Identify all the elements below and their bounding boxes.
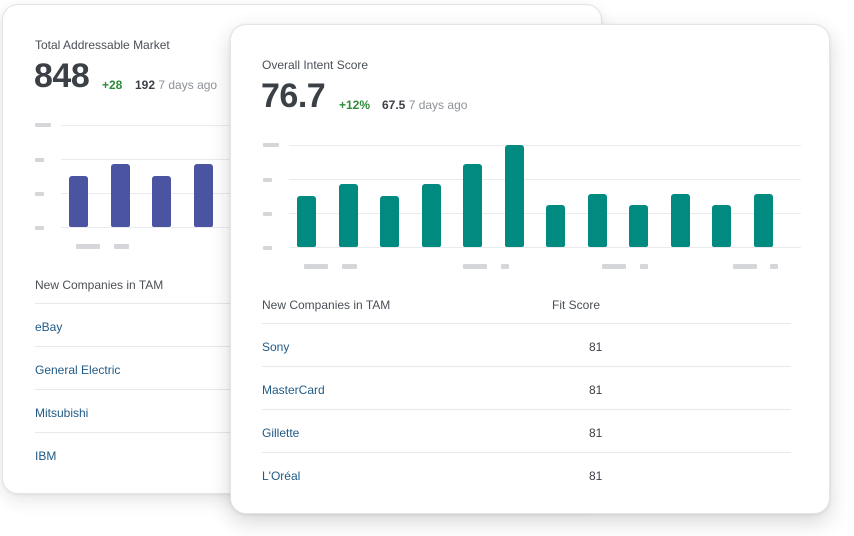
chart-bar (152, 176, 171, 227)
x-tick (602, 264, 626, 269)
table-row: MasterCard 81 (262, 366, 791, 409)
intent-previous-label: 7 days ago (408, 98, 468, 112)
chart-bar (193, 164, 213, 227)
x-tick (463, 264, 487, 269)
company-link[interactable]: IBM (35, 449, 57, 463)
gridline (61, 227, 253, 228)
chart-bar (587, 194, 607, 247)
chart-bar (753, 194, 773, 247)
y-tick (35, 158, 44, 162)
list-item: IBM (35, 432, 275, 475)
chart-bar (110, 164, 130, 227)
y-tick (263, 178, 272, 182)
chart-bar (670, 194, 690, 247)
tam-previous-label: 7 days ago (158, 78, 218, 92)
x-tick (114, 244, 129, 249)
intent-card-title: Overall Intent Score (262, 58, 369, 72)
gridline (289, 179, 801, 180)
fit-score-value: 81 (589, 426, 603, 440)
chart-bar (338, 184, 358, 247)
tam-bar-chart (33, 123, 253, 253)
tam-value: 848 (34, 57, 90, 95)
y-tick (35, 192, 44, 196)
tam-delta: +28 (102, 78, 123, 92)
x-tick (76, 244, 100, 249)
x-tick (733, 264, 757, 269)
gridline (61, 159, 253, 160)
gridline (289, 213, 801, 214)
chart-bar (69, 176, 88, 227)
fit-score-value: 81 (589, 340, 603, 354)
chart-bar (712, 205, 731, 247)
intent-previous-value: 67.5 (382, 98, 406, 112)
gridline (61, 125, 253, 126)
fit-score-value: 81 (589, 383, 603, 397)
intent-card: Overall Intent Score 76.7 +12% 67.5 7 da… (230, 24, 830, 514)
intent-value: 76.7 (261, 77, 326, 115)
x-tick (342, 264, 357, 269)
y-tick (263, 246, 272, 250)
y-tick (263, 212, 272, 216)
table-row: L'Oréal 81 (262, 452, 791, 495)
intent-list-header: New Companies in TAM (262, 298, 391, 312)
table-row: Gillette 81 (262, 409, 791, 452)
intent-bars (297, 145, 797, 247)
tam-card-title: Total Addressable Market (35, 38, 170, 52)
list-item: eBay (35, 303, 275, 346)
chart-bar (380, 196, 399, 247)
fit-score-header: Fit Score (552, 298, 601, 312)
list-item: General Electric (35, 346, 275, 389)
x-tick (304, 264, 328, 269)
company-link[interactable]: General Electric (35, 363, 121, 377)
table-row: Sony 81 (262, 323, 791, 366)
gridline (289, 247, 801, 248)
gridline (289, 145, 801, 146)
intent-previous: 67.5 7 days ago (382, 98, 467, 112)
tam-previous: 192 7 days ago (135, 78, 217, 92)
tam-bars (69, 125, 249, 227)
chart-bar (629, 205, 648, 247)
y-tick (35, 226, 44, 230)
chart-bar (463, 164, 482, 247)
y-tick (263, 143, 279, 147)
chart-bar (297, 196, 316, 247)
company-link[interactable]: Gillette (262, 426, 300, 440)
fit-score-value: 81 (589, 469, 603, 483)
intent-bar-chart (261, 143, 801, 273)
x-tick (770, 264, 778, 269)
tam-list-header: New Companies in TAM (35, 278, 164, 292)
chart-bar (421, 184, 441, 247)
tam-previous-value: 192 (135, 78, 156, 92)
x-tick (640, 264, 648, 269)
intent-delta: +12% (339, 98, 371, 112)
chart-bar (504, 145, 524, 247)
company-link[interactable]: MasterCard (262, 383, 325, 397)
y-tick (35, 123, 51, 127)
company-link[interactable]: L'Oréal (262, 469, 301, 483)
company-link[interactable]: eBay (35, 320, 63, 334)
list-item: Mitsubishi (35, 389, 275, 432)
company-link[interactable]: Mitsubishi (35, 406, 89, 420)
company-link[interactable]: Sony (262, 340, 290, 354)
x-tick (501, 264, 509, 269)
chart-bar (546, 205, 565, 247)
